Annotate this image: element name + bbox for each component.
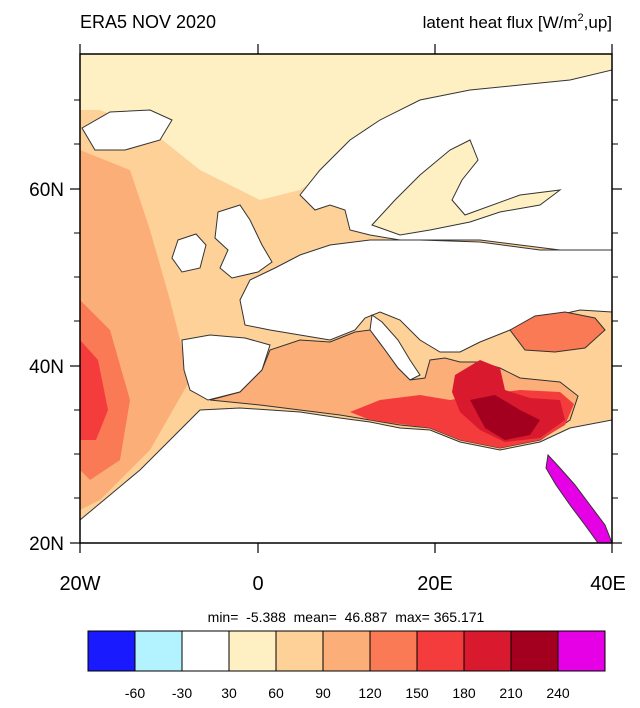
colorbar-label: -30 [172,685,192,701]
colorbar-label: 150 [405,685,429,701]
red-sea [545,453,612,543]
atlantic-core-flux [80,340,108,440]
baltic-sea [371,139,562,236]
title-right-sup: 2 [578,12,584,24]
colorbar-swatch [322,630,371,672]
colorbar-label: -60 [125,685,145,701]
lon-label-20w: 20W [59,573,100,595]
colorbar-swatch [87,630,136,672]
colorbar-swatch [463,630,512,672]
axis-ticks [70,44,622,553]
lon-label-0: 0 [252,573,263,595]
lat-label-40n: 40N [29,357,64,378]
title-right-main: latent heat flux [W/m [423,13,578,32]
land-iceland [81,109,173,151]
colorbar-label: 120 [358,685,382,701]
title-left: ERA5 NOV 2020 [80,12,216,32]
stats-text: min= -5.388 mean= 46.887 max= 365.171 [208,609,485,625]
lon-label-20e: 20E [417,573,453,595]
colorbar-label: 90 [315,685,331,701]
plot-frame [79,53,613,544]
colorbar-label: 180 [452,685,476,701]
land-great-britain [214,204,273,279]
colorbar-swatch [557,630,606,672]
colorbar-label: 60 [268,685,284,701]
black-sea [509,311,606,353]
colorbar-labels: -60 -30 30 60 90 120 150 180 210 240 [125,685,570,701]
colorbar-swatch [510,630,559,672]
map-area [80,54,612,543]
colorbar [87,630,606,672]
lon-label-40e: 40E [590,573,626,595]
colorbar-label: 240 [546,685,570,701]
colorbar-swatch [369,630,418,672]
colorbar-swatch [416,630,465,672]
colorbar-label: 30 [221,685,237,701]
colorbar-swatch [181,630,230,672]
title-right: latent heat flux [W/m2,up] [423,12,612,32]
colorbar-swatch [134,630,183,672]
colorbar-swatch [275,630,324,672]
axis-minor-ticks [74,99,618,499]
colorbar-swatch [228,630,277,672]
colorbar-label: 210 [499,685,523,701]
land-ireland [171,233,207,273]
levant-core-flux [470,395,540,440]
title-right-tail: ,up] [584,13,612,32]
land-north-africa [80,407,612,543]
lat-label-60n: 60N [29,180,64,201]
lat-label-20n: 20N [29,534,64,555]
